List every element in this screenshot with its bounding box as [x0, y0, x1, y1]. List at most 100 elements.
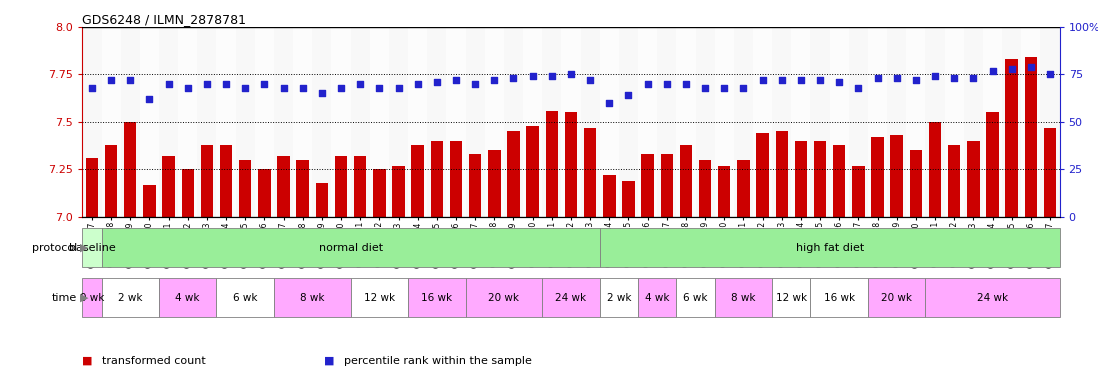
Bar — [101, 278, 159, 317]
Bar — [143, 185, 156, 217]
Bar — [638, 278, 676, 317]
Text: normal diet: normal diet — [318, 243, 383, 253]
Bar — [312, 27, 332, 217]
Bar — [906, 27, 926, 217]
Point — [888, 75, 906, 81]
Bar — [948, 145, 961, 217]
Text: 4 wk: 4 wk — [645, 293, 670, 303]
Bar — [466, 27, 484, 217]
Bar — [447, 27, 466, 217]
Point — [179, 84, 197, 91]
Bar — [810, 27, 830, 217]
Point — [696, 84, 714, 91]
Bar — [412, 145, 424, 217]
Point — [294, 84, 312, 91]
Bar — [753, 27, 772, 217]
Bar — [718, 166, 730, 217]
Point — [677, 81, 695, 87]
Bar — [695, 27, 715, 217]
Text: protocol: protocol — [32, 243, 77, 253]
Point — [1041, 71, 1058, 78]
Text: 16 wk: 16 wk — [824, 293, 854, 303]
Bar — [274, 278, 350, 317]
Bar — [258, 169, 270, 217]
Bar — [82, 27, 101, 217]
Bar — [676, 27, 695, 217]
Point — [198, 81, 215, 87]
Bar — [82, 228, 101, 267]
Point — [408, 81, 426, 87]
Bar — [546, 111, 558, 217]
Point — [619, 92, 637, 98]
Point — [716, 84, 733, 91]
Bar — [867, 27, 887, 217]
Bar — [964, 27, 983, 217]
Bar — [450, 141, 462, 217]
Bar — [408, 278, 466, 317]
Bar — [775, 131, 788, 217]
Point — [601, 100, 618, 106]
Point — [581, 77, 598, 83]
Bar — [430, 141, 444, 217]
Point — [562, 71, 580, 78]
Text: 6 wk: 6 wk — [683, 293, 708, 303]
Bar — [986, 113, 999, 217]
Point — [160, 81, 178, 87]
Bar — [737, 160, 750, 217]
Bar — [872, 137, 884, 217]
Point — [256, 81, 273, 87]
Bar — [354, 156, 367, 217]
Bar — [830, 27, 849, 217]
Point — [1002, 66, 1020, 72]
Bar — [392, 166, 405, 217]
Point — [333, 84, 350, 91]
Bar — [489, 151, 501, 217]
Bar — [1024, 57, 1037, 217]
Bar — [1002, 27, 1021, 217]
Text: 0 wk: 0 wk — [80, 293, 104, 303]
Bar — [220, 145, 233, 217]
Bar — [658, 27, 676, 217]
Point — [811, 77, 829, 83]
Bar — [469, 154, 481, 217]
Bar — [466, 278, 542, 317]
Point — [964, 75, 982, 81]
Text: ■: ■ — [324, 356, 335, 366]
Bar — [178, 27, 198, 217]
Bar — [1021, 27, 1041, 217]
Point — [485, 77, 503, 83]
Bar — [124, 122, 136, 217]
Text: GDS6248 / ILMN_2878781: GDS6248 / ILMN_2878781 — [82, 13, 246, 26]
Text: high fat diet: high fat diet — [796, 243, 864, 253]
Point — [735, 84, 752, 91]
Bar — [216, 27, 236, 217]
Bar — [373, 169, 385, 217]
Bar — [542, 27, 561, 217]
Point — [370, 84, 388, 91]
Bar — [105, 145, 117, 217]
Bar — [542, 278, 600, 317]
Point — [390, 84, 407, 91]
Text: 12 wk: 12 wk — [363, 293, 395, 303]
Bar — [350, 278, 408, 317]
Point — [792, 77, 809, 83]
Bar — [159, 278, 216, 317]
Bar — [715, 278, 772, 317]
Text: 24 wk: 24 wk — [977, 293, 1008, 303]
Bar — [581, 27, 600, 217]
Point — [773, 77, 791, 83]
Bar — [408, 27, 427, 217]
Bar — [1006, 59, 1018, 217]
Point — [927, 73, 944, 79]
Text: 12 wk: 12 wk — [776, 293, 807, 303]
Bar — [274, 27, 293, 217]
Bar — [867, 278, 926, 317]
Point — [907, 77, 925, 83]
Bar — [561, 27, 581, 217]
Point — [1022, 64, 1040, 70]
Bar — [792, 27, 810, 217]
Bar — [389, 27, 408, 217]
Point — [236, 84, 254, 91]
Text: 8 wk: 8 wk — [300, 293, 325, 303]
Text: ■: ■ — [82, 356, 93, 366]
